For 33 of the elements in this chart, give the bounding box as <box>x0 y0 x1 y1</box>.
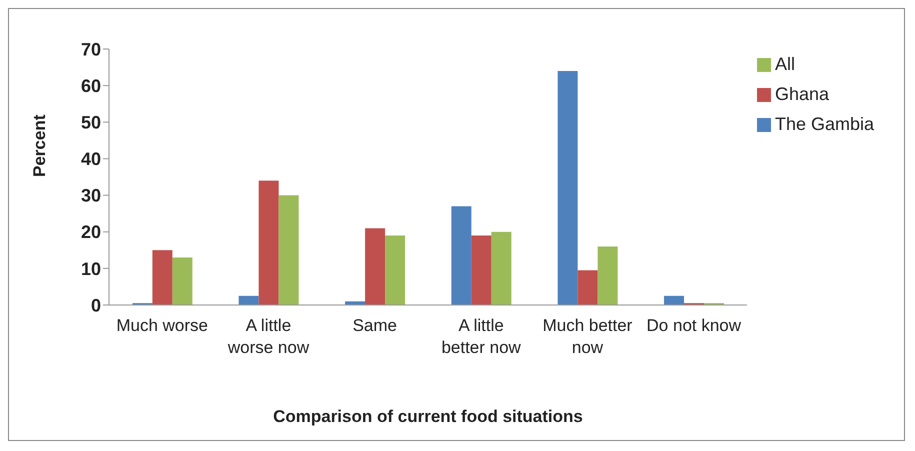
x-tick-label: Much worse <box>116 316 208 335</box>
x-tick-label: Do not know <box>646 316 742 335</box>
bar <box>471 236 492 305</box>
legend-label: The Gambia <box>774 114 874 134</box>
bar <box>451 206 472 305</box>
y-tick-label: 20 <box>80 222 101 242</box>
x-tick-label: Much better now <box>542 316 633 357</box>
bar <box>238 296 259 305</box>
legend-label: Ghana <box>774 84 829 104</box>
legend-label: All <box>774 54 795 74</box>
y-tick-label: 60 <box>80 76 101 96</box>
bar <box>664 296 684 305</box>
bar <box>152 250 172 305</box>
y-tick-label: 0 <box>90 295 101 316</box>
y-tick-label: 30 <box>80 186 101 206</box>
bar <box>558 70 578 305</box>
y-tick-label: 50 <box>80 112 101 133</box>
bar <box>598 246 618 305</box>
x-tick-label: A little better now <box>441 316 522 357</box>
bar <box>172 257 192 305</box>
y-tick-label: 40 <box>80 149 101 170</box>
bar <box>278 195 299 305</box>
bar <box>365 228 386 305</box>
y-axis-title: Percent <box>30 114 50 177</box>
bar <box>491 232 512 305</box>
y-tick-label: 70 <box>80 39 101 60</box>
bar <box>385 236 406 305</box>
bar <box>258 180 279 305</box>
y-tick-label: 10 <box>80 258 101 279</box>
x-tick-label: Same <box>352 316 398 335</box>
x-axis-title: Comparison of current food situations <box>273 407 583 426</box>
bar <box>578 270 598 305</box>
x-tick-label: A little worse now <box>226 316 310 357</box>
